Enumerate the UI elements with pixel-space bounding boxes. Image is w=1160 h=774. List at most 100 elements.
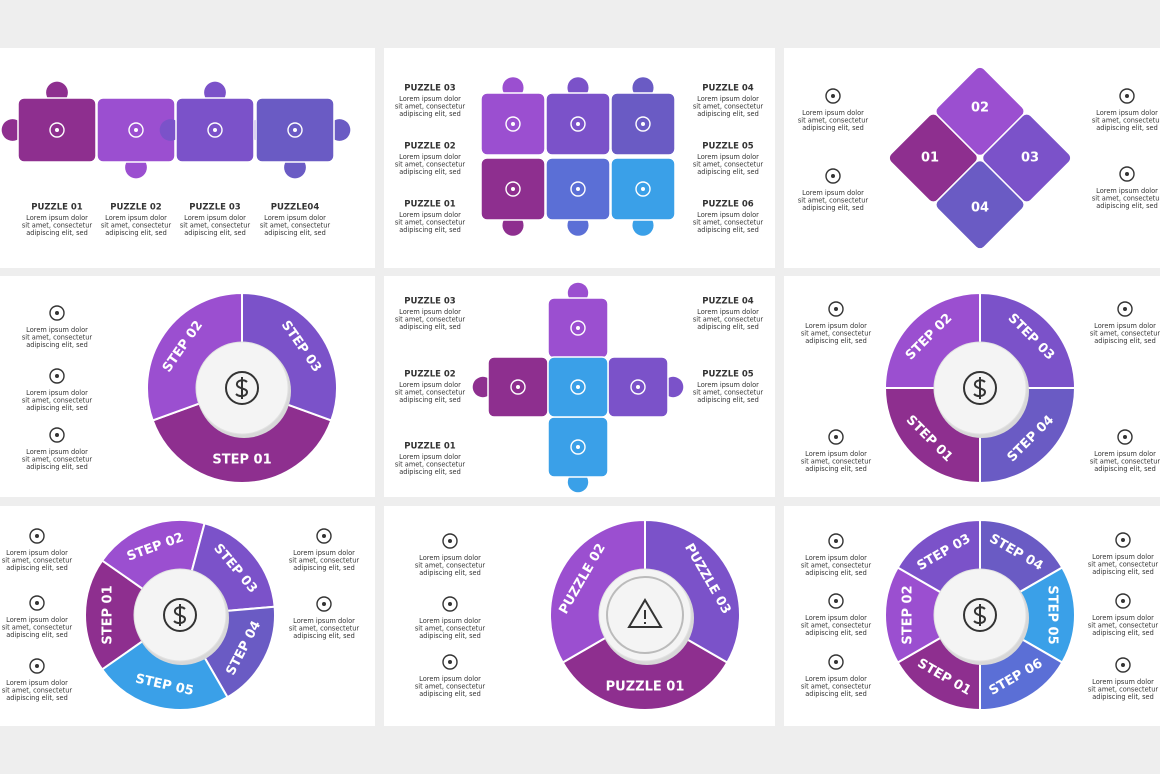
item-text: sit amet, consectetur [801,683,872,691]
icon [828,301,844,317]
icon [207,122,223,138]
icon [442,596,458,612]
icon [505,116,521,132]
item-text: adipiscing elit, sed [697,396,759,404]
icon [635,181,651,197]
item-text: sit amet, consectetur [395,161,466,169]
item-text: sit amet, consectetur [395,316,466,324]
icon [29,595,45,611]
item-text: Lorem ipsum dolor [1096,187,1158,195]
item-title: PUZZLE 05 [702,370,754,380]
item-text: sit amet, consectetur [395,219,466,227]
icon-dot [35,601,39,605]
item-text: sit amet, consectetur [395,461,466,469]
icon-dot [448,602,452,606]
item-text: Lorem ipsum dolor [26,389,88,397]
icon [316,596,332,612]
icon-dot [834,435,838,439]
icon [1117,429,1133,445]
segment-label: STEP 02 [901,585,916,644]
icon [828,429,844,445]
item-text: sit amet, consectetur [1088,622,1159,630]
icon-dot [55,374,59,378]
item-text: Lorem ipsum dolor [293,549,355,557]
piece-label: 02 [971,101,989,116]
item-text: adipiscing elit, sed [805,569,867,577]
icon [316,528,332,544]
item-text: adipiscing elit, sed [399,323,461,331]
item-text: adipiscing elit, sed [805,629,867,637]
item-title: PUZZLE 01 [404,200,456,210]
icon [570,320,586,336]
icon-dot [1123,307,1127,311]
icon-dot [322,602,326,606]
icon-dot [516,385,520,389]
item-text: adipiscing elit, sed [805,690,867,698]
center-ring [606,576,684,654]
icon [49,427,65,443]
icon [29,528,45,544]
item-text: Lorem ipsum dolor [805,322,867,330]
item-text: sit amet, consectetur [798,117,869,125]
icon-dot [1125,172,1129,176]
item-text: Lorem ipsum dolor [697,381,759,389]
item-text: Lorem ipsum dolor [802,109,864,117]
icon-dot [576,187,580,191]
item-text: sit amet, consectetur [415,625,486,633]
icon-dot [134,128,138,132]
item-text: Lorem ipsum dolor [105,214,167,222]
icon [1119,88,1135,104]
icon [828,654,844,670]
item-text: adipiscing elit, sed [26,229,88,237]
item-text: sit amet, consectetur [289,557,360,565]
item-title: PUZZLE 01 [31,203,83,213]
icon-dot [55,311,59,315]
item-text: Lorem ipsum dolor [399,95,461,103]
item-text: sit amet, consectetur [415,562,486,570]
item-text: Lorem ipsum dolor [805,614,867,622]
item-text: adipiscing elit, sed [399,168,461,176]
item-text: sit amet, consectetur [22,456,93,464]
item-text: Lorem ipsum dolor [802,189,864,197]
icon [1119,166,1135,182]
item-text: sit amet, consectetur [693,103,764,111]
item-text: sit amet, consectetur [1090,458,1160,466]
item-text: Lorem ipsum dolor [419,675,481,683]
icon [570,439,586,455]
item-text: sit amet, consectetur [289,625,360,633]
item-text: adipiscing elit, sed [419,690,481,698]
item-text: Lorem ipsum dolor [6,679,68,687]
item-text: Lorem ipsum dolor [184,214,246,222]
item-text: sit amet, consectetur [801,562,872,570]
icon [635,116,651,132]
icon-dot [1123,435,1127,439]
icon [128,122,144,138]
item-text: adipiscing elit, sed [1092,693,1154,701]
item-text: sit amet, consectetur [1088,561,1159,569]
item-title: PUZZLE 02 [110,203,162,213]
puzzle-piece [935,159,1025,250]
item-text: adipiscing elit, sed [26,404,88,412]
item-text: adipiscing elit, sed [184,229,246,237]
item-text: adipiscing elit, sed [1096,124,1158,132]
icon [1117,301,1133,317]
item-text: adipiscing elit, sed [293,564,355,572]
item-title: PUZZLE 03 [189,203,241,213]
item-text: sit amet, consectetur [395,389,466,397]
icon-dot [831,174,835,178]
item-text: sit amet, consectetur [2,687,73,695]
item-title: PUZZLE04 [271,203,320,213]
item-text: sit amet, consectetur [693,219,764,227]
icon-dot [213,128,217,132]
item-text: Lorem ipsum dolor [26,214,88,222]
icon [570,379,586,395]
item-text: Lorem ipsum dolor [399,211,461,219]
item-text: adipiscing elit, sed [802,204,864,212]
warning-icon [627,598,663,628]
item-text: sit amet, consectetur [801,458,872,466]
icon [29,658,45,674]
item-text: Lorem ipsum dolor [805,554,867,562]
item-text: Lorem ipsum dolor [697,308,759,316]
item-text: adipiscing elit, sed [697,226,759,234]
dollar-icon [163,598,197,632]
